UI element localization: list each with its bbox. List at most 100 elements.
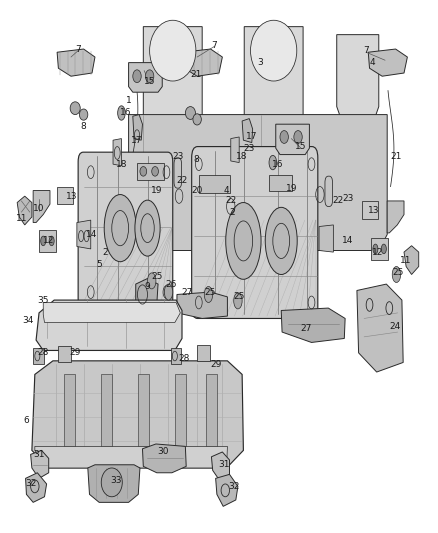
Text: 4: 4 [370,58,375,67]
Polygon shape [242,118,253,142]
Bar [371,238,388,260]
Polygon shape [32,361,244,468]
Ellipse shape [265,207,297,274]
Ellipse shape [193,114,201,125]
Bar [362,201,378,219]
Polygon shape [31,450,49,479]
Polygon shape [337,35,379,131]
Text: 31: 31 [218,461,230,469]
Text: 7: 7 [363,46,369,55]
Text: 16: 16 [120,109,131,117]
Polygon shape [77,220,91,249]
Text: 26: 26 [165,280,177,288]
Polygon shape [129,115,387,251]
Text: 25: 25 [392,269,403,277]
Ellipse shape [251,20,297,81]
Text: 16: 16 [272,160,284,168]
Text: 28: 28 [179,354,190,363]
Text: 28: 28 [38,349,49,357]
Bar [171,348,181,364]
Ellipse shape [269,155,277,169]
Polygon shape [281,308,345,342]
Text: 19: 19 [151,186,162,195]
Ellipse shape [118,106,125,120]
Text: 23: 23 [343,194,354,203]
Text: 21: 21 [190,70,201,79]
Text: 11: 11 [400,256,412,264]
Bar [137,163,164,180]
Ellipse shape [392,266,401,282]
Ellipse shape [148,273,156,289]
Polygon shape [101,374,112,446]
Ellipse shape [101,468,122,497]
Ellipse shape [381,244,386,254]
Polygon shape [206,374,217,446]
Text: 32: 32 [228,482,240,491]
Text: 31: 31 [33,450,45,459]
Text: 11: 11 [16,214,27,223]
Polygon shape [387,201,404,233]
Ellipse shape [280,131,288,143]
Text: 25: 25 [233,293,245,301]
Text: 2: 2 [230,208,235,216]
Text: 21: 21 [390,152,401,160]
Text: 25: 25 [151,272,162,280]
Text: 4: 4 [224,186,230,195]
Text: 29: 29 [70,349,81,357]
Polygon shape [129,62,162,92]
Bar [57,187,73,204]
Polygon shape [17,196,32,225]
Ellipse shape [133,70,141,83]
Ellipse shape [185,107,195,119]
Bar [197,345,210,361]
Text: 34: 34 [22,317,33,325]
Text: 12: 12 [372,248,384,256]
FancyBboxPatch shape [325,176,332,206]
Text: 24: 24 [389,322,400,331]
Polygon shape [319,225,333,252]
Polygon shape [113,139,121,166]
Polygon shape [136,278,158,310]
Polygon shape [142,444,186,473]
Ellipse shape [79,109,88,120]
Ellipse shape [164,284,173,300]
FancyBboxPatch shape [78,152,173,308]
Text: 17: 17 [131,136,143,144]
Text: 32: 32 [25,480,36,488]
Polygon shape [368,49,407,76]
Ellipse shape [104,195,136,262]
Text: 7: 7 [75,45,81,53]
Text: 18: 18 [237,152,248,160]
Text: 20: 20 [191,186,203,195]
Ellipse shape [294,131,302,143]
Text: 14: 14 [86,230,98,239]
Polygon shape [276,124,309,155]
Polygon shape [88,465,140,502]
Polygon shape [212,452,230,481]
Polygon shape [231,137,239,163]
Ellipse shape [226,203,261,279]
Text: 7: 7 [211,41,217,50]
Ellipse shape [145,70,154,83]
Polygon shape [244,27,303,139]
Polygon shape [57,49,95,76]
Text: 27: 27 [301,325,312,333]
Ellipse shape [49,236,54,246]
Text: 9: 9 [145,282,150,291]
Polygon shape [25,473,46,502]
Text: 6: 6 [24,416,29,424]
Text: 10: 10 [33,205,45,213]
Ellipse shape [41,236,46,246]
Polygon shape [138,374,149,446]
Text: 22: 22 [332,197,343,205]
Ellipse shape [135,200,160,256]
Ellipse shape [204,286,213,302]
Bar [199,175,230,193]
Text: 1: 1 [126,96,131,104]
Text: 13: 13 [368,206,379,215]
Bar [58,346,71,362]
Polygon shape [33,190,50,223]
Text: 27: 27 [182,288,193,296]
Text: 18: 18 [116,160,127,168]
Text: 13: 13 [66,192,78,200]
